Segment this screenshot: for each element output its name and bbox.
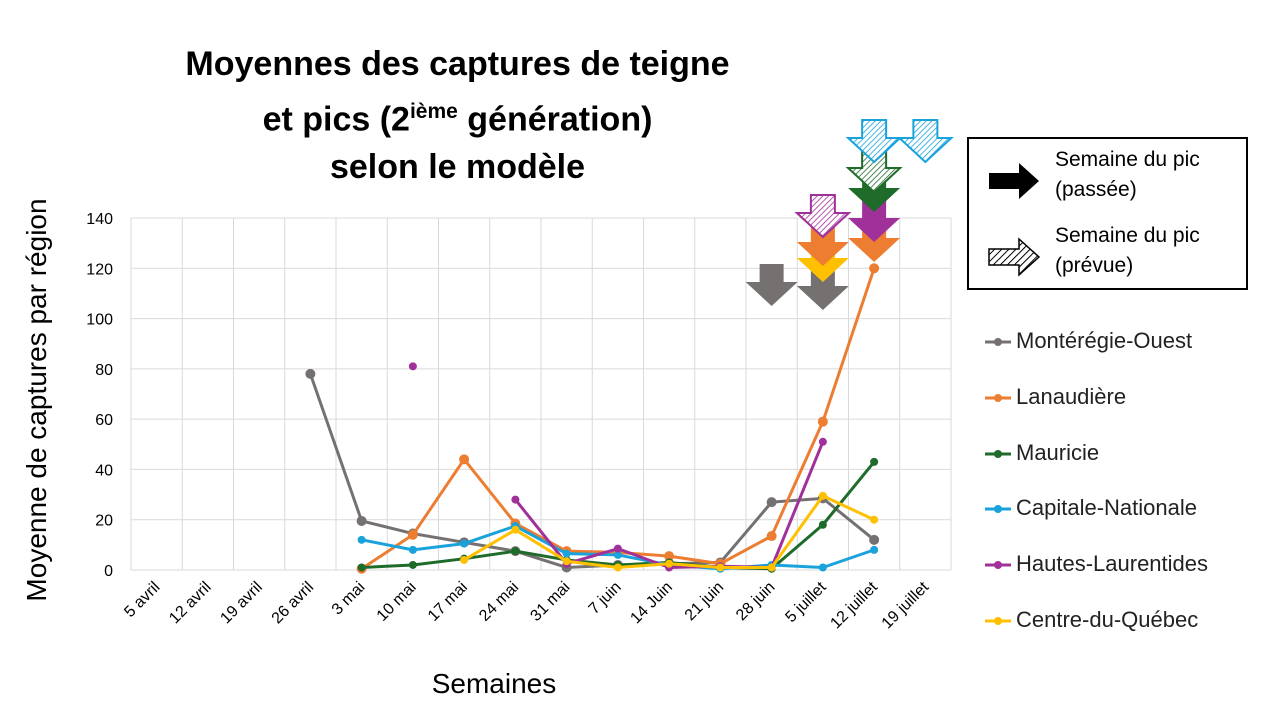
title-line-1: Moyennes des captures de teigne: [185, 45, 730, 83]
chart-title: Moyennes des captures de teigne et pics …: [150, 40, 765, 191]
data-point: [460, 555, 469, 564]
peak-arrow-past: [848, 200, 901, 242]
legend-marker: [985, 338, 1011, 346]
legend-marker: [985, 561, 1011, 570]
data-point: [870, 457, 879, 466]
data-point: [869, 263, 880, 274]
peak-arrow-forecast: [845, 119, 903, 164]
x-tick-label: 3 mai: [329, 579, 369, 619]
data-point: [817, 416, 828, 427]
data-point: [357, 535, 366, 544]
data-point: [818, 563, 827, 572]
data-point: [511, 547, 520, 556]
x-tick-label: 26 avril: [269, 579, 317, 627]
peak-arrow-forecast: [845, 149, 903, 194]
x-tick-label: 19 juillet: [879, 578, 933, 632]
x-tick-label: 21 juin: [682, 579, 727, 624]
legend-past-label: Semaine du pic (passée): [1055, 148, 1200, 201]
title-line-3: selon le modèle: [329, 148, 586, 187]
data-point: [511, 495, 520, 504]
x-tick-label: 5 avril: [121, 579, 163, 621]
data-point: [408, 362, 417, 371]
legend-label: Mauricie: [1016, 439, 1100, 465]
x-tick-label: 5 juillet: [782, 578, 830, 626]
data-point: [407, 529, 418, 540]
data-point: [562, 557, 571, 566]
x-tick-label: 31 mai: [527, 579, 573, 625]
legend-marker: [985, 449, 1011, 458]
x-tick-label: 14 Juin: [627, 579, 676, 628]
x-tick-label: 7 juin: [586, 579, 625, 618]
legend-label: Montérégie-Ouest: [1016, 328, 1193, 353]
title-line-2: et pics (2ième génération): [150, 88, 765, 143]
peak-arrow-forecast: [896, 119, 954, 164]
data-point: [613, 550, 622, 559]
data-point: [818, 437, 827, 446]
peak-arrow-past: [796, 268, 849, 310]
y-tick-label: 20: [95, 513, 113, 530]
x-tick-label: 10 mai: [374, 579, 420, 625]
series-centre-du-qu-bec: [460, 491, 879, 572]
x-tick-label: 19 avril: [217, 579, 265, 627]
y-tick-label: 100: [86, 312, 113, 329]
data-point: [870, 545, 879, 554]
data-point: [511, 525, 520, 534]
y-tick-label: 80: [95, 362, 113, 379]
arrow-legend: Semaine du pic (passée) Semaine du pic (pr…: [967, 137, 1248, 290]
legend-forecast-label: Semaine du pic (prévue): [1055, 224, 1200, 277]
series-line: [308, 373, 876, 569]
x-tick-label: 12 juillet: [827, 578, 881, 632]
legend-label: Centre-du-Québec: [1016, 607, 1199, 632]
legend-label: Capitale-Nationale: [1016, 495, 1197, 521]
legend-marker: [985, 617, 1011, 625]
title-line-2-pre: et pics (2: [262, 100, 410, 139]
data-point: [356, 515, 367, 526]
data-point: [305, 368, 316, 379]
y-tick-label: 60: [95, 412, 113, 429]
y-axis-label: Moyenne de captures par région: [21, 198, 52, 601]
data-point: [613, 544, 622, 553]
data-point: [665, 559, 674, 568]
x-tick-label: 17 mai: [425, 579, 471, 625]
data-point: [870, 515, 879, 524]
data-point: [766, 497, 777, 508]
y-tick-label: 140: [86, 211, 113, 228]
x-axis-label: Semaines: [432, 668, 557, 699]
data-point: [408, 560, 417, 569]
data-point: [562, 549, 571, 558]
y-tick-label: 0: [104, 563, 113, 580]
legend-marker: [985, 505, 1011, 514]
title-line-2-post: génération): [457, 100, 653, 139]
peak-arrow-forecast: [794, 194, 852, 239]
x-tick-label: 12 avril: [166, 579, 214, 627]
x-tick-label: 28 juin: [733, 579, 778, 624]
data-point: [664, 551, 675, 562]
solid-arrow-icon: [989, 163, 1039, 199]
data-point: [767, 563, 776, 572]
data-point: [869, 534, 880, 545]
data-point: [766, 531, 777, 542]
legend-marker: [985, 393, 1011, 402]
data-point: [716, 563, 725, 572]
data-point: [408, 545, 417, 554]
data-point: [357, 563, 366, 572]
data-point: [459, 454, 470, 465]
data-point: [460, 539, 469, 548]
data-point: [613, 563, 622, 572]
legend-label: Hautes-Laurentides: [1016, 551, 1209, 577]
peak-arrow-past: [796, 224, 849, 266]
x-tick-label: 24 mai: [476, 579, 522, 625]
y-tick-label: 40: [95, 462, 113, 479]
peak-arrow-past: [745, 264, 798, 306]
legend-label: Lanaudière: [1016, 383, 1127, 409]
hatched-arrow-icon: [988, 237, 1041, 277]
data-point: [818, 520, 827, 529]
y-tick-label: 120: [86, 261, 113, 278]
title-superscript: ième: [409, 100, 458, 123]
data-point: [818, 491, 827, 500]
